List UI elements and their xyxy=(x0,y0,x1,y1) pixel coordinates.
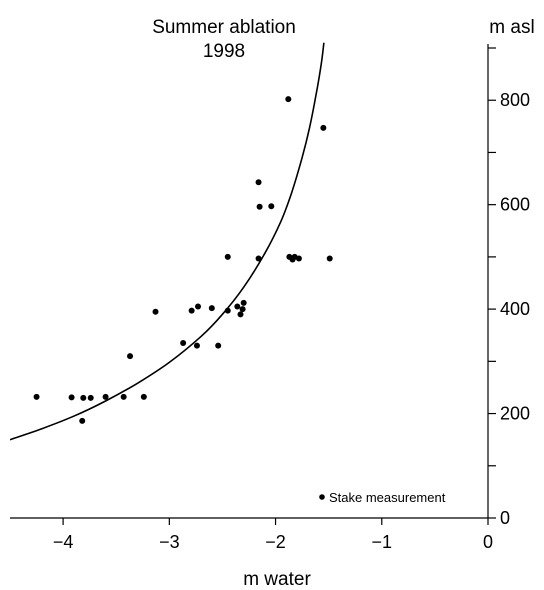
data-point xyxy=(195,303,202,310)
data-point xyxy=(180,340,187,347)
data-point xyxy=(79,417,86,424)
data-point xyxy=(239,306,246,313)
data-point xyxy=(237,311,244,318)
legend: Stake measurement xyxy=(319,490,446,505)
data-point xyxy=(80,394,87,401)
y-tick-label: 200 xyxy=(500,404,530,424)
x-tick-label: −1 xyxy=(372,532,393,552)
y-axis-label: m asl xyxy=(489,17,534,38)
axes: −4 −3 −2 −1 00 200 400 600 800 xyxy=(10,44,530,552)
data-point xyxy=(127,353,134,360)
data-point xyxy=(320,124,327,131)
data-point xyxy=(33,393,40,400)
data-point xyxy=(285,96,292,103)
fit-curve xyxy=(10,42,325,441)
y-tick-label: 800 xyxy=(500,90,530,110)
chart-subtitle: 1998 xyxy=(203,41,245,62)
data-point xyxy=(224,253,231,260)
data-point xyxy=(255,179,262,186)
data-point xyxy=(256,203,263,210)
data-point xyxy=(295,255,302,262)
x-tick-label: −3 xyxy=(159,532,180,552)
data-point xyxy=(188,307,195,314)
fit-curve-group xyxy=(10,42,325,441)
data-point xyxy=(234,303,241,310)
x-axis-label: m water xyxy=(243,569,311,590)
data-point xyxy=(208,305,215,312)
chart-title: Summer ablation xyxy=(152,17,296,38)
y-tick-label: 600 xyxy=(500,195,530,215)
data-point xyxy=(255,255,262,262)
data-point xyxy=(102,393,109,400)
data-point xyxy=(215,342,222,349)
data-point xyxy=(268,203,275,210)
y-tick-label: 400 xyxy=(500,299,530,319)
data-point xyxy=(240,299,247,306)
data-point xyxy=(326,255,333,262)
data-point xyxy=(140,393,147,400)
y-tick-label: 0 xyxy=(500,508,510,528)
data-point xyxy=(193,342,200,349)
x-tick-label: 0 xyxy=(483,532,493,552)
legend-marker xyxy=(319,494,325,500)
x-tick-label: −4 xyxy=(53,532,74,552)
data-points xyxy=(33,96,333,424)
data-point xyxy=(224,307,231,314)
data-point xyxy=(152,308,159,315)
data-point xyxy=(87,394,94,401)
x-tick-label: −2 xyxy=(265,532,286,552)
data-point xyxy=(120,393,127,400)
legend-label: Stake measurement xyxy=(329,490,446,505)
data-point xyxy=(68,394,75,401)
